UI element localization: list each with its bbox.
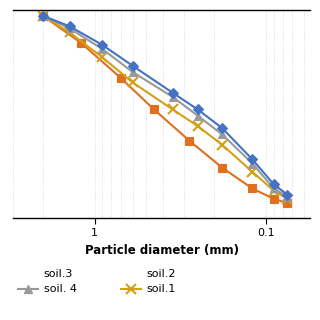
soil.3 [68, 24, 71, 28]
soil.1 [131, 80, 134, 84]
Line: soil.1: soil.1 [38, 11, 292, 204]
soil.3 [41, 14, 45, 18]
soil.1 [272, 188, 276, 192]
soil.3 [251, 157, 254, 161]
soil. 4 [171, 95, 175, 99]
Line: soil. 4: soil. 4 [39, 12, 292, 201]
soil.1 [68, 31, 71, 35]
soil.3 [171, 91, 175, 95]
soil.3 [272, 182, 276, 186]
soil. 4 [100, 47, 104, 51]
X-axis label: Particle diameter (mm): Particle diameter (mm) [84, 244, 239, 257]
soil. 4 [68, 26, 71, 30]
soil.3 [285, 193, 289, 196]
Line: soil.3: soil.3 [39, 12, 291, 198]
soil.1 [196, 124, 200, 128]
soil.1 [100, 56, 104, 60]
soil. 4 [41, 14, 45, 18]
soil.2 [79, 41, 83, 45]
soil.3 [220, 126, 224, 130]
soil. 4 [251, 162, 254, 165]
Legend: soil.3, soil. 4, soil.2, soil.1: soil.3, soil. 4, soil.2, soil.1 [18, 269, 176, 294]
soil.2 [251, 187, 254, 190]
soil.3 [196, 108, 200, 111]
soil.1 [285, 197, 289, 201]
soil.2 [119, 76, 123, 80]
soil.1 [171, 108, 175, 111]
soil.2 [41, 14, 45, 18]
soil. 4 [272, 187, 276, 190]
soil.1 [220, 143, 224, 147]
soil.2 [188, 139, 191, 142]
soil.2 [272, 197, 276, 201]
soil.3 [131, 64, 134, 68]
soil.1 [41, 14, 45, 18]
soil.2 [152, 108, 156, 111]
soil. 4 [196, 114, 200, 117]
soil. 4 [131, 70, 134, 74]
Line: soil.2: soil.2 [39, 12, 292, 207]
soil.1 [251, 170, 254, 174]
soil. 4 [220, 132, 224, 136]
soil.3 [100, 43, 104, 47]
soil.2 [285, 201, 289, 205]
soil. 4 [285, 195, 289, 199]
soil.2 [220, 166, 224, 170]
